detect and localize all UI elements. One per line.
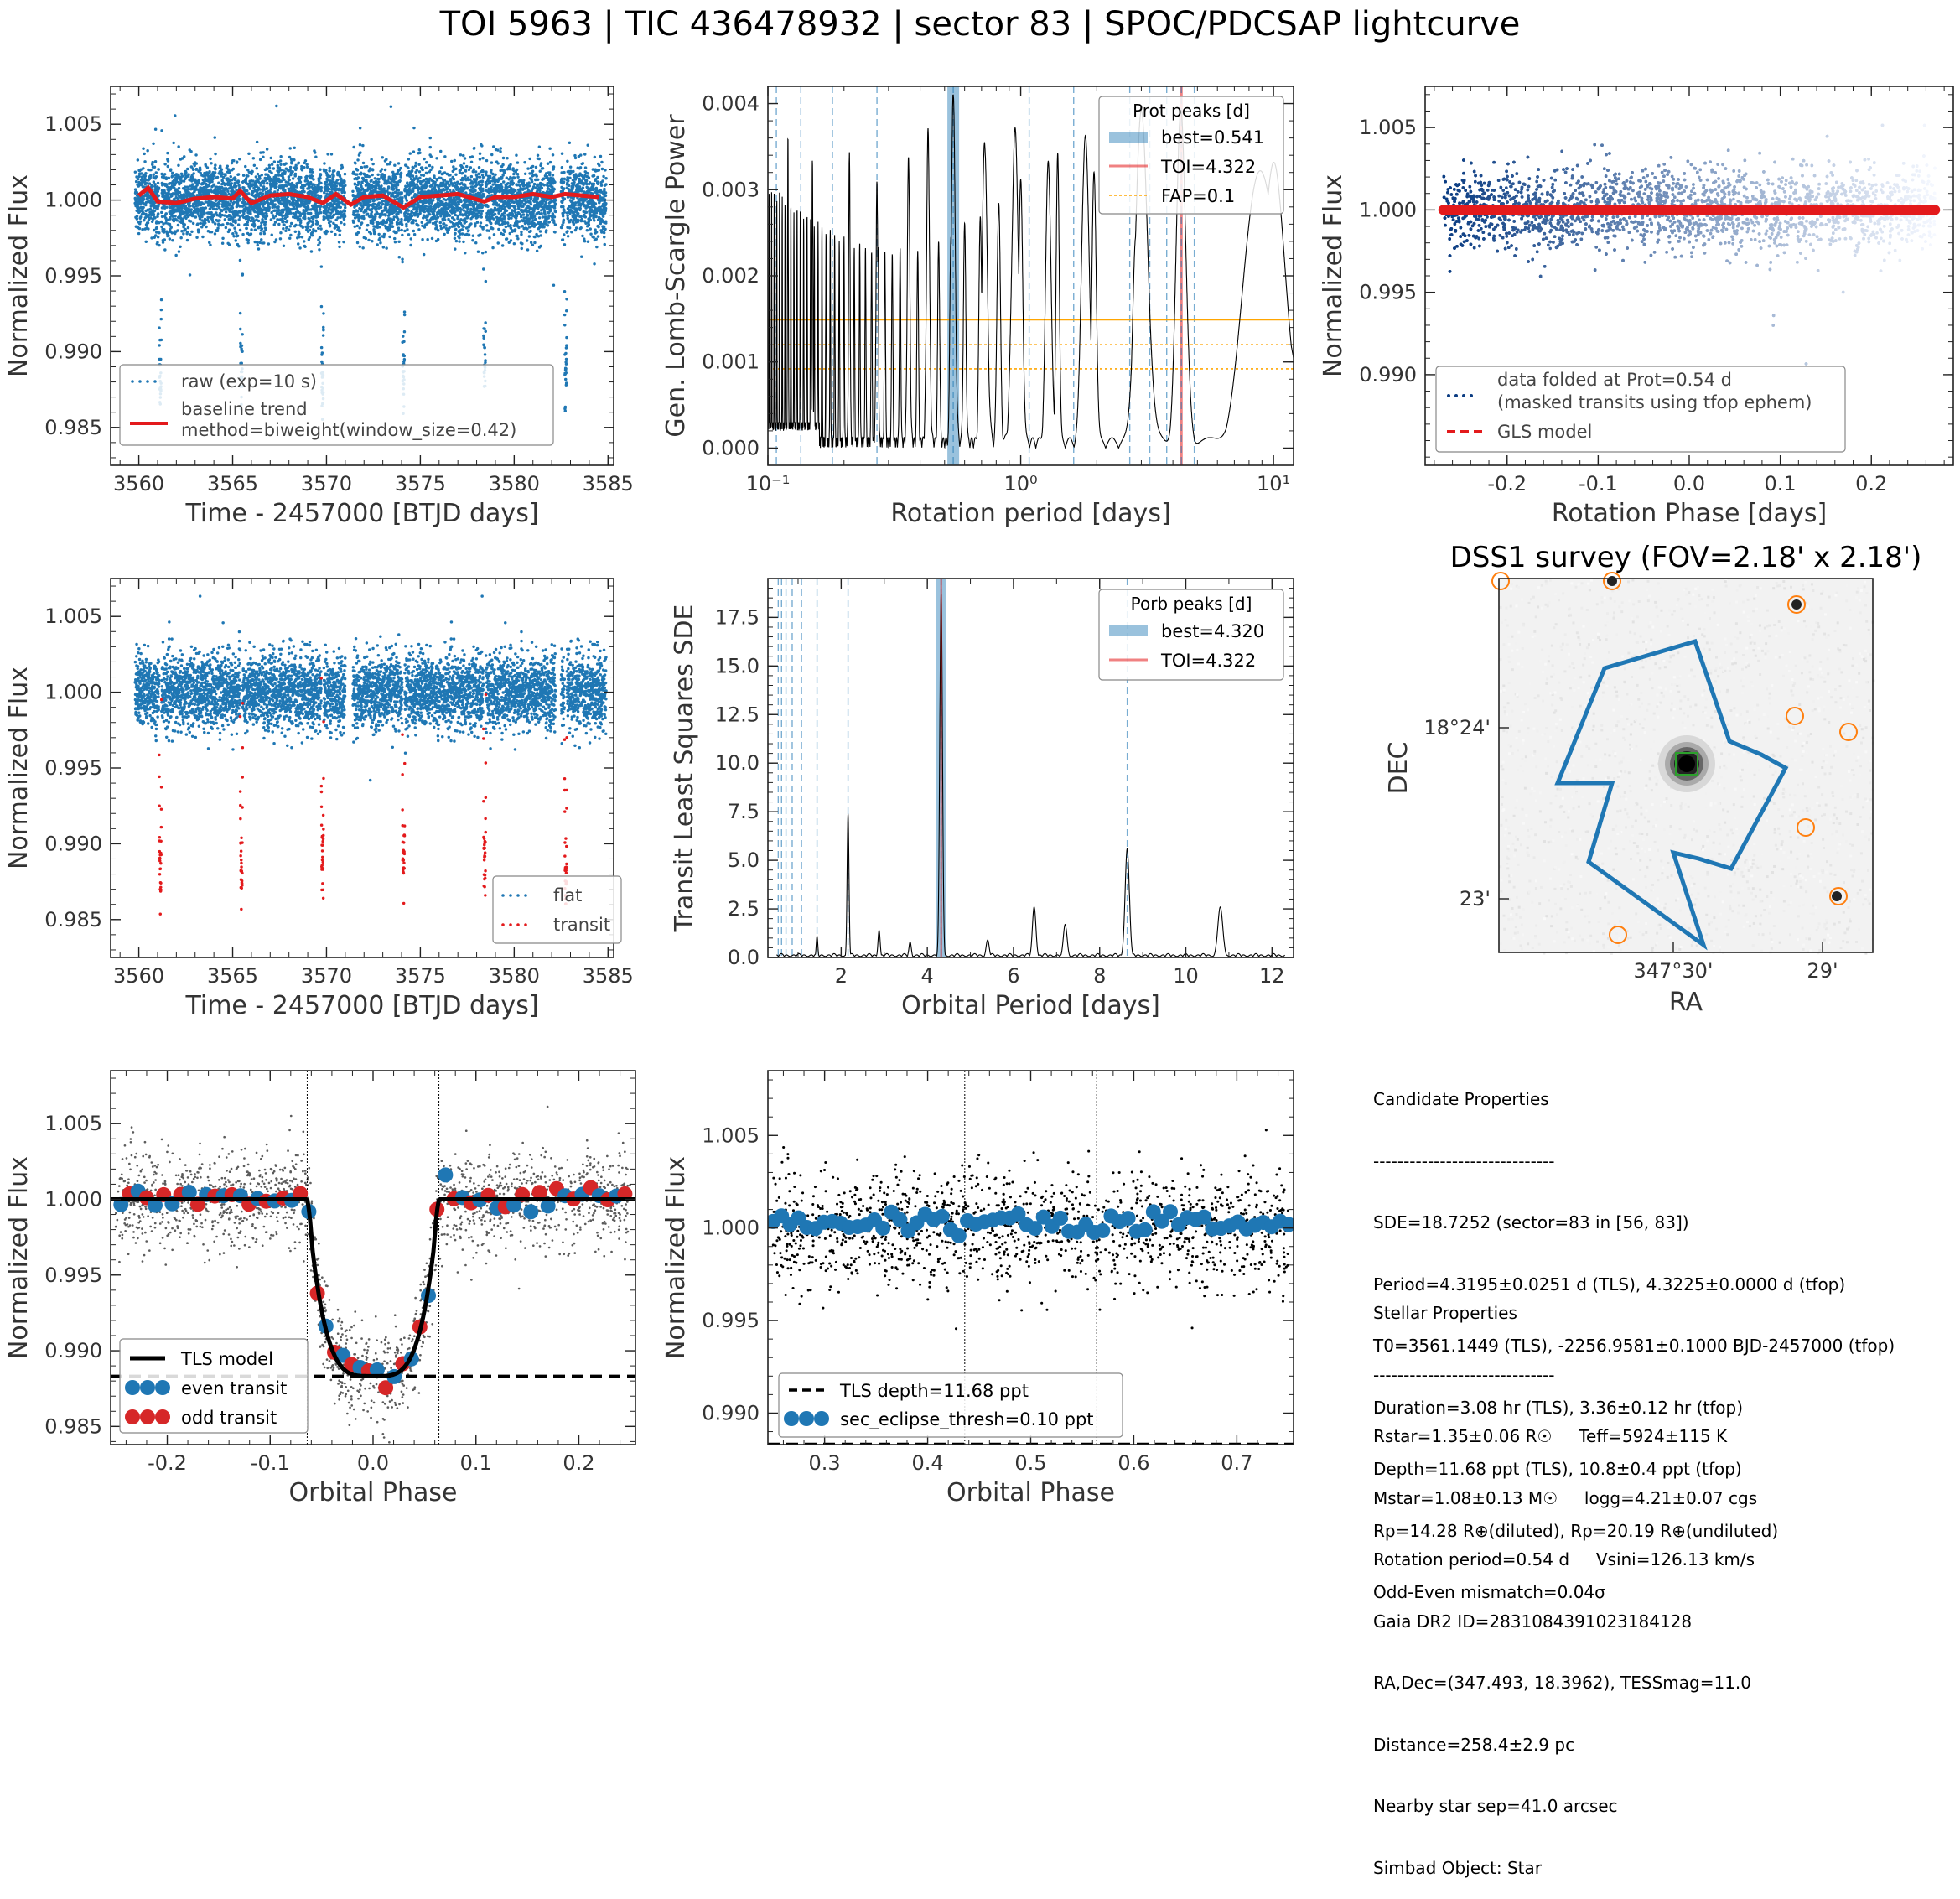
legend-label: baseline trend [181,399,308,419]
legend-label: best=0.541 [1161,127,1264,148]
folded-point [1874,197,1878,200]
legend-marker-best [1109,132,1148,143]
folded-point [1837,202,1840,205]
legend-title: Prot peaks [d] [1133,101,1250,121]
x-tick-label: 10⁻¹ [746,472,791,496]
y-tick-label: 1.005 [44,112,102,136]
folded-point [1732,198,1735,201]
x-tick-label: 3580 [489,472,540,496]
folded-point [1875,231,1879,235]
legend-label: raw (exp=10 s) [181,371,317,392]
y-tick-label: 1.000 [44,189,102,212]
y-tick-label: 0.001 [702,350,760,374]
y-tick-label: 0.004 [702,92,760,116]
y-tick-label: 0.990 [44,340,102,363]
plot-area [1443,124,1937,366]
x-axis-label: Time - 2457000 [BTJD days] [184,499,538,528]
x-tick-label: 3570 [301,472,352,496]
x-tick-label: 10¹ [1257,472,1290,496]
legend-marker-raw [153,380,157,383]
legend-label: method=biweight(window_size=0.42) [181,420,516,441]
y-axis-label: Normalized Flux [4,174,34,377]
y-tick-label: 0.003 [702,178,760,201]
x-tick-label: 3560 [113,472,164,496]
raw-lightcurve-panel: 3560 3565 3570 3575 3580 3585 0.985 0.990 0.995 1… [4,86,634,528]
gls-periodogram-panel: 10⁻¹ 10⁰ 10¹ 0.000 0.001 0.002 0.003 0.004 Rotat… [661,86,1294,528]
legend-label: FAP=0.1 [1161,186,1235,206]
y-tick-label: 0.002 [702,264,760,288]
x-tick-label: 3565 [207,472,258,496]
legend-marker-raw [138,380,142,383]
folded-point [1838,237,1842,241]
y-tick-label: 0.985 [44,416,102,439]
y-tick-label: 0.000 [702,436,760,459]
x-axis-label: Rotation period [days] [890,499,1170,528]
y-axis-label: Gen. Lomb-Scargle Power [661,114,691,438]
folded-point [1548,247,1552,251]
folded-point [1618,229,1621,232]
legend-label: TOI=4.322 [1160,157,1256,177]
x-tick-label: 3575 [395,472,446,496]
y-tick-label: 0.995 [44,264,102,288]
legend-marker-raw [131,380,134,383]
legend-marker-raw [146,380,149,383]
x-tick-label: 10⁰ [1003,472,1037,496]
x-tick-label: 3585 [583,472,634,496]
